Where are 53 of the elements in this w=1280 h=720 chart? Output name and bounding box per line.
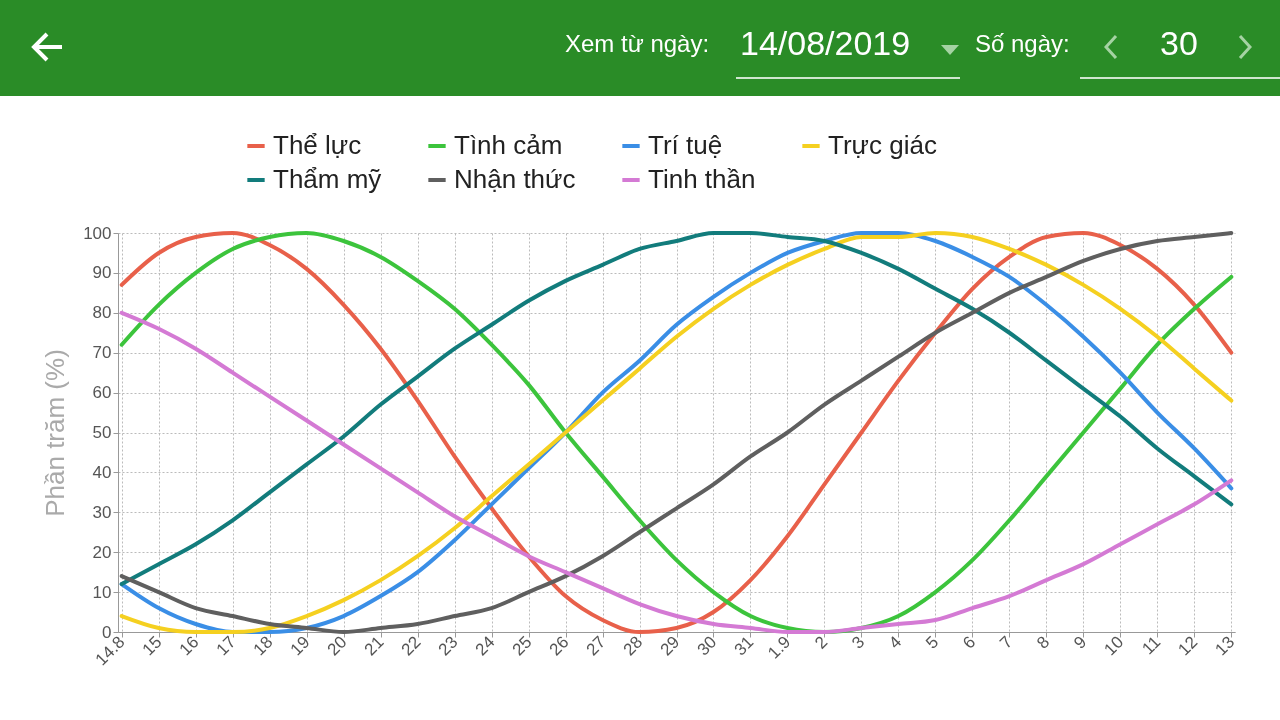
x-tick-label: 8 — [1033, 632, 1054, 653]
x-tick-label: 2 — [811, 632, 832, 653]
x-tick-label: 24 — [471, 632, 499, 660]
x-tick-label: 10 — [1100, 632, 1128, 660]
x-tick-label: 30 — [693, 632, 721, 660]
x-tick-label: 31 — [730, 632, 758, 660]
y-tick-label: 30 — [92, 502, 112, 522]
x-tick-label: 17 — [212, 632, 240, 660]
x-tick-label: 20 — [323, 632, 351, 660]
y-tick-label: 70 — [92, 343, 112, 363]
legend-label: Trí tuệ — [648, 130, 723, 160]
legend-label: Trực giác — [828, 130, 937, 160]
y-tick-label: 50 — [92, 423, 112, 442]
y-tick-label: 90 — [92, 263, 112, 283]
legend-label: Nhận thức — [454, 164, 576, 194]
x-tick-label: 18 — [249, 632, 277, 660]
x-tick-label: 4 — [885, 632, 906, 653]
y-tick-label: 100 — [83, 223, 112, 243]
x-tick-label: 16 — [175, 632, 203, 660]
y-tick-label: 80 — [92, 303, 112, 323]
x-tick-label: 9 — [1070, 632, 1091, 653]
x-tick-label: 13 — [1211, 632, 1239, 660]
y-axis-title: Phần trăm (%) — [40, 349, 71, 517]
x-tick-label: 22 — [397, 632, 425, 660]
legend-label: Tình cảm — [454, 130, 563, 160]
x-tick-label: 12 — [1174, 632, 1202, 660]
x-tick-label: 11 — [1138, 632, 1165, 659]
text: Số ngày: — [975, 30, 1070, 58]
x-tick-label: 5 — [922, 632, 943, 653]
x-tick-label: 7 — [996, 632, 1017, 653]
x-tick-label: 19 — [286, 632, 314, 660]
y-tick-label: 10 — [92, 582, 112, 602]
x-tick-label: 23 — [434, 632, 462, 660]
x-tick-label: 6 — [959, 632, 980, 653]
text: Xem từ ngày: — [565, 30, 710, 58]
legend-label: Thể lực — [273, 130, 362, 160]
x-tick-label: 21 — [360, 632, 388, 660]
x-tick-label: 15 — [138, 632, 166, 660]
y-tick-label: 0 — [102, 622, 112, 642]
y-tick-label: 60 — [92, 383, 112, 403]
x-tick-label: 25 — [508, 632, 536, 660]
x-tick-label: 29 — [656, 632, 684, 660]
x-tick-label: 3 — [848, 632, 869, 653]
legend-label: Tinh thần — [648, 164, 756, 194]
x-tick-label: 1.9 — [764, 632, 795, 663]
x-tick-label: 28 — [619, 632, 647, 660]
x-tick-label: 27 — [582, 632, 610, 660]
text: 14/08/2019 — [740, 24, 911, 63]
x-tick-label: 26 — [545, 632, 573, 660]
y-tick-label: 20 — [92, 542, 112, 562]
text: 30 — [1160, 24, 1198, 63]
legend-label: Thẩm mỹ — [273, 164, 382, 194]
y-tick-label: 40 — [92, 462, 112, 482]
